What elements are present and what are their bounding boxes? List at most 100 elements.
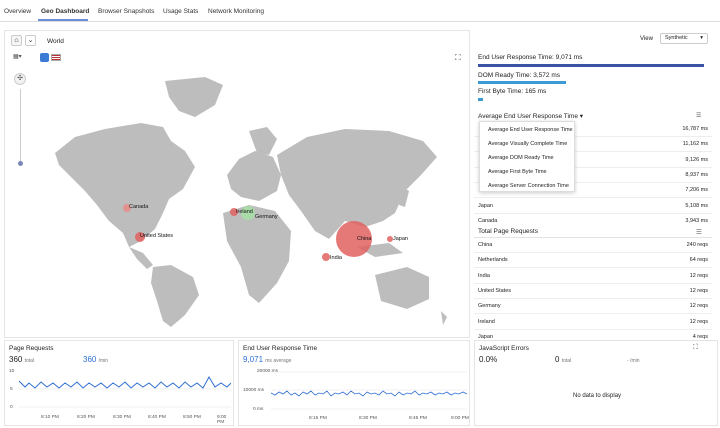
pr-x-tick: 8:40 PM (148, 415, 166, 420)
total-requests-row[interactable]: India 12 reqs (474, 269, 712, 284)
home-button[interactable]: ⌂ (11, 35, 22, 46)
view-select[interactable]: Synthetic (660, 33, 708, 44)
eurt-y-tick: 10000 ms (243, 388, 265, 393)
avg-response-row[interactable]: 9,126 ms (474, 153, 712, 168)
bubble-ireland[interactable] (230, 208, 238, 216)
total-requests-header: Total Page Requests ☰ (474, 226, 712, 238)
dropdown-item-server-connection[interactable]: Average Server Connection Time (488, 183, 569, 189)
zoom-slider-track[interactable] (20, 89, 21, 161)
map-label-germany: Germany (255, 214, 278, 220)
map-label-japan: Japan (393, 236, 408, 242)
js-errors-pct: 0.0% (479, 355, 498, 364)
pr-y-tick: 10 (9, 369, 15, 374)
geo-map-panel: ⌂ ⌄ World ▦▾ ⛶ ✣ (4, 30, 470, 338)
dropdown-item-visually-complete[interactable]: Average Visually Complete Time (488, 141, 568, 147)
pr-x-tick: 8:50 PM (183, 415, 201, 420)
bubble-canada[interactable] (123, 204, 131, 212)
total-requests-row[interactable]: Ireland 12 reqs (474, 315, 712, 330)
view-label: View (640, 36, 653, 42)
pr-x-tick: 8:20 PM (77, 415, 95, 420)
total-requests-row[interactable]: China 240 reqs (474, 238, 712, 253)
metric-dropdown-menu: Average End User Response Time Average V… (479, 121, 575, 192)
avg-response-row-value: 3,943 ms (685, 217, 708, 224)
flag-view-icon[interactable] (51, 54, 61, 61)
tab-overview[interactable]: Overview (4, 8, 32, 15)
map-breadcrumb: World (47, 38, 64, 45)
eurt-value-number: 9,071 (243, 355, 264, 364)
metric-first-byte-label: First Byte Time: 165 ms (478, 88, 547, 95)
eurt-value-unit: ms average (265, 358, 292, 364)
compass-icon[interactable]: ✣ (14, 73, 26, 85)
avg-response-row[interactable]: 8,937 ms (474, 168, 712, 183)
total-requests-row-name: China (478, 242, 493, 248)
page-requests-rate-unit: /min (98, 358, 109, 364)
bubble-view-icon[interactable] (40, 53, 49, 62)
eurt-title: End User Response Time (243, 345, 318, 352)
total-requests-row-name: Ireland (478, 318, 495, 325)
avg-response-row[interactable]: Japan 5,108 ms (474, 199, 712, 214)
total-requests-row[interactable]: United States 12 reqs (474, 284, 712, 299)
tab-geo-dashboard[interactable]: Geo Dashboard (41, 8, 90, 15)
total-requests-row-name: Japan (478, 333, 493, 340)
avg-response-row-value: 16,787 ms (682, 126, 708, 132)
eurt-panel: End User Response Time 9,071 ms average … (238, 340, 470, 426)
dropdown-item-first-byte[interactable]: Average First Byte Time (488, 169, 547, 175)
map-label-canada: Canada (129, 204, 149, 210)
avg-response-row-name: Canada (478, 217, 498, 224)
dropdown-item-dom-ready[interactable]: Average DOM Ready Time (488, 155, 554, 161)
zoom-slider-handle[interactable] (18, 161, 23, 166)
total-requests-row-value: 12 reqs (689, 287, 708, 294)
avg-response-row[interactable]: 7,206 ms (474, 183, 712, 199)
avg-response-row-value: 7,206 ms (685, 187, 708, 194)
list-menu-icon[interactable]: ☰ (696, 113, 702, 119)
dropdown-item-eurt[interactable]: Average End User Response Time (488, 127, 573, 133)
js-errors-panel: JavaScript Errors ⛶ 0.0% 0 total - /min … (474, 340, 718, 426)
total-requests-row-name: India (478, 272, 490, 279)
total-requests-row[interactable]: Netherlands 64 reqs (474, 253, 712, 269)
bubble-united-states[interactable] (135, 232, 145, 242)
js-errors-expand-icon[interactable]: ⛶ (693, 344, 698, 351)
pr-y-tick: 0 (10, 405, 13, 410)
map-label-china: China (357, 236, 372, 242)
bubble-india[interactable] (322, 253, 330, 261)
active-tab-indicator (38, 19, 88, 21)
tab-browser-snapshots[interactable]: Browser Snapshots (98, 8, 155, 15)
metrics-panel: View Synthetic End User Response Time: 9… (474, 30, 718, 345)
eurt-value: 9,071 ms average (243, 355, 291, 364)
avg-response-row-value: 9,126 ms (685, 156, 708, 163)
total-requests-row-value: 12 reqs (689, 303, 708, 310)
total-requests-title: Total Page Requests (478, 228, 538, 235)
avg-response-row[interactable]: 11,162 ms (474, 137, 712, 153)
total-requests-row-value: 240 reqs (686, 242, 708, 248)
tab-network-monitoring[interactable]: Network Monitoring (208, 8, 264, 15)
avg-response-row[interactable]: 16,787 ms (474, 122, 712, 137)
js-errors-rate: - /min (627, 358, 640, 364)
page-requests-chart (19, 375, 231, 408)
tab-usage-stats[interactable]: Usage Stats (163, 8, 199, 15)
total-requests-menu-icon[interactable]: ☰ (696, 229, 702, 236)
eurt-x-tick: 8:45 PM (409, 416, 427, 421)
js-errors-total-unit: total (561, 358, 572, 364)
total-requests-row[interactable]: Germany 12 reqs (474, 299, 712, 315)
avg-response-row-value: 11,162 ms (682, 141, 708, 148)
metric-select-trigger[interactable]: Average End User Response Time ▾ (478, 113, 584, 120)
page-requests-rate: 360 /min (83, 355, 108, 364)
bubble-germany[interactable] (241, 206, 255, 220)
avg-response-row-name: Japan (478, 202, 493, 209)
layers-icon[interactable]: ▦▾ (13, 54, 22, 60)
page-requests-rate-value: 360 (83, 355, 97, 364)
world-map[interactable] (45, 71, 465, 333)
js-errors-total: 0 total (555, 355, 571, 364)
eurt-y-tick: 20000 ms (257, 369, 279, 374)
js-errors-title: JavaScript Errors (479, 345, 529, 352)
page-requests-panel: Page Requests 360 total 360 /min 10 5 0 … (4, 340, 234, 426)
drilldown-button[interactable]: ⌄ (25, 35, 36, 46)
eurt-chart (271, 371, 467, 410)
avg-response-row-value: 8,937 ms (685, 171, 708, 178)
bubble-japan[interactable] (387, 236, 393, 242)
total-requests-row-value: 12 reqs (689, 318, 708, 325)
expand-icon[interactable]: ⛶ (455, 53, 461, 62)
js-errors-total-value: 0 (555, 355, 560, 364)
metric-first-byte-bar (478, 98, 483, 101)
bubble-china[interactable] (336, 221, 372, 257)
